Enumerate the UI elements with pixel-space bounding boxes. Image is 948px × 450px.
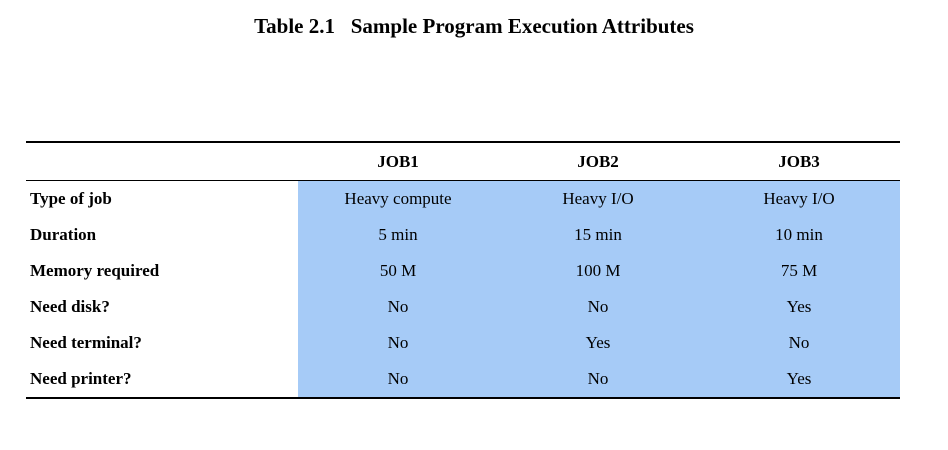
table-cell: Yes <box>698 289 900 325</box>
row-label: Duration <box>30 225 97 244</box>
table-cell: Yes <box>498 325 698 361</box>
row-label: Memory required <box>30 261 160 280</box>
table-cell: Heavy I/O <box>698 180 900 217</box>
table-cell: No <box>298 361 498 398</box>
header-row: JOB1 JOB2 JOB3 <box>26 142 900 181</box>
row-label: Need printer? <box>30 369 132 388</box>
table-cell: 10 min <box>698 217 900 253</box>
header-empty <box>26 142 298 181</box>
row-label: Need disk? <box>30 297 110 316</box>
attributes-table-container: JOB1 JOB2 JOB3 Type of job Heavy compute… <box>26 141 900 399</box>
table-row: Need disk? No No Yes <box>26 289 900 325</box>
table-row: Type of job Heavy compute Heavy I/O Heav… <box>26 180 900 217</box>
table-cell: No <box>298 289 498 325</box>
table-row: Need printer? No No Yes <box>26 361 900 398</box>
header-job2: JOB2 <box>577 151 619 171</box>
table-row: Need terminal? No Yes No <box>26 325 900 361</box>
header-job1: JOB1 <box>377 151 419 171</box>
table-cell: No <box>498 361 698 398</box>
table-cell: Heavy I/O <box>498 180 698 217</box>
table-cell: 50 M <box>298 253 498 289</box>
row-label: Type of job <box>30 189 112 208</box>
row-label: Need terminal? <box>30 333 142 352</box>
table-row: Duration 5 min 15 min 10 min <box>26 217 900 253</box>
table-caption: Table 2.1 Sample Program Execution Attri… <box>254 14 694 38</box>
table-row: Memory required 50 M 100 M 75 M <box>26 253 900 289</box>
table-cell: 15 min <box>498 217 698 253</box>
header-job3: JOB3 <box>778 151 820 171</box>
table-cell: Heavy compute <box>298 180 498 217</box>
table-cell: No <box>298 325 498 361</box>
table-cell: 75 M <box>698 253 900 289</box>
table-cell: 5 min <box>298 217 498 253</box>
table-cell: No <box>698 325 900 361</box>
table-cell: Yes <box>698 361 900 398</box>
attributes-table: JOB1 JOB2 JOB3 Type of job Heavy compute… <box>26 141 900 399</box>
table-cell: No <box>498 289 698 325</box>
table-cell: 100 M <box>498 253 698 289</box>
